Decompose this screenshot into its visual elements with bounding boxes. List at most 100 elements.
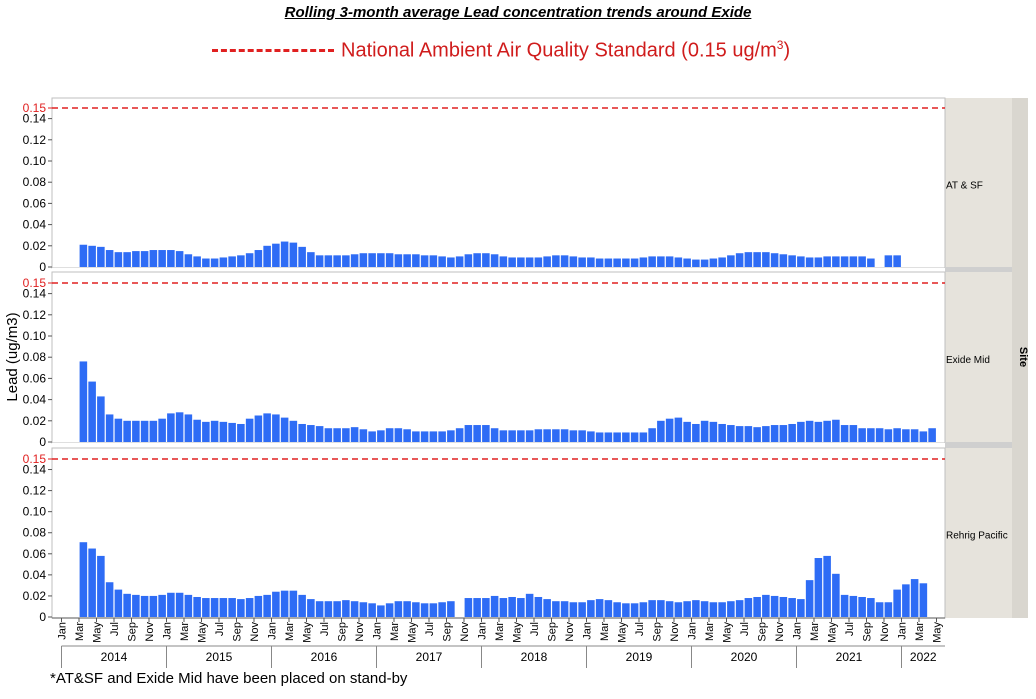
bar xyxy=(245,418,254,442)
bar xyxy=(272,414,280,442)
bar xyxy=(368,431,376,442)
bar xyxy=(613,258,621,267)
bar xyxy=(359,429,368,442)
bar xyxy=(464,254,473,267)
bar xyxy=(910,429,919,442)
bar xyxy=(228,598,236,617)
bar xyxy=(657,256,665,267)
x-tick-label: Nov xyxy=(144,622,156,642)
y-tick-label: 0.08 xyxy=(23,175,47,189)
bar xyxy=(552,601,560,617)
x-tick-label: May xyxy=(722,622,734,643)
site-label: AT & SF xyxy=(946,181,983,192)
bar xyxy=(779,425,788,442)
bar xyxy=(613,602,621,617)
x-tick-label: Nov xyxy=(879,622,891,642)
bar xyxy=(683,421,691,442)
bar xyxy=(333,428,341,442)
bar xyxy=(298,423,306,442)
bar xyxy=(350,254,359,267)
bar xyxy=(753,427,761,442)
footnote: *AT&SF and Exide Mid have been placed on… xyxy=(50,670,408,687)
bar xyxy=(429,255,438,267)
bar xyxy=(499,598,508,617)
bar xyxy=(508,596,516,617)
bar xyxy=(639,602,648,617)
legend: National Ambient Air Quality Standard (0… xyxy=(0,38,1036,68)
bar xyxy=(473,598,481,617)
bar xyxy=(709,258,718,267)
bar xyxy=(97,555,105,617)
bar xyxy=(123,593,131,617)
bar xyxy=(744,252,753,267)
x-tick-label: Nov xyxy=(669,622,681,642)
bar xyxy=(674,417,683,442)
bar xyxy=(132,251,140,267)
bar xyxy=(692,423,700,442)
x-tick-label: Jul xyxy=(319,622,331,636)
year-label: 2017 xyxy=(416,650,443,664)
bar xyxy=(228,422,236,442)
bar xyxy=(630,603,639,617)
bar xyxy=(832,256,840,267)
site-strip-title-background xyxy=(1012,98,1028,618)
site-strip-background xyxy=(945,98,1012,618)
bar xyxy=(700,420,709,442)
bar xyxy=(464,598,473,617)
bar xyxy=(849,256,858,267)
bar xyxy=(630,432,639,442)
bar xyxy=(683,258,691,267)
x-tick-label: Jul xyxy=(529,622,541,636)
bar xyxy=(552,429,560,442)
bar xyxy=(167,250,175,267)
y-tick-label: 0.12 xyxy=(23,484,47,498)
bar xyxy=(438,602,446,617)
bar xyxy=(202,258,210,267)
bar xyxy=(210,598,219,617)
bar xyxy=(508,430,516,442)
y-tick-label: 0 xyxy=(39,435,46,449)
bar xyxy=(447,257,455,267)
bar xyxy=(438,256,446,267)
x-tick-label: Jul xyxy=(844,622,856,636)
x-tick-label: Mar xyxy=(914,622,926,641)
bar xyxy=(368,603,376,617)
bar xyxy=(88,381,96,442)
bar xyxy=(762,426,770,442)
year-label: 2016 xyxy=(311,650,338,664)
bar xyxy=(534,257,543,267)
bar xyxy=(175,251,184,267)
bar xyxy=(910,579,919,617)
bar xyxy=(394,428,403,442)
bar xyxy=(149,250,158,267)
bar xyxy=(228,256,236,267)
bar xyxy=(788,423,796,442)
year-label: 2020 xyxy=(731,650,758,664)
bar xyxy=(202,421,210,442)
bar xyxy=(919,583,928,617)
bar xyxy=(517,430,525,442)
bar xyxy=(578,602,586,617)
bar xyxy=(622,432,630,442)
bar xyxy=(840,256,849,267)
bar xyxy=(587,600,595,617)
x-tick-label: Mar xyxy=(74,622,86,641)
bar xyxy=(473,253,481,267)
bar xyxy=(342,428,350,442)
x-tick-label: Jan xyxy=(477,622,489,640)
bar xyxy=(534,429,543,442)
bar xyxy=(184,594,193,617)
bar xyxy=(420,603,429,617)
bar xyxy=(595,432,604,442)
panel-separator xyxy=(52,443,945,448)
x-tick-label: May xyxy=(197,622,209,643)
bar xyxy=(700,601,709,617)
bar xyxy=(237,423,245,442)
bar xyxy=(377,605,385,617)
bar xyxy=(814,257,823,267)
x-tick-label: Sep xyxy=(127,622,139,642)
x-tick-label: Jan xyxy=(792,622,804,640)
bar xyxy=(622,603,630,617)
bar xyxy=(490,254,499,267)
bar xyxy=(543,256,551,267)
